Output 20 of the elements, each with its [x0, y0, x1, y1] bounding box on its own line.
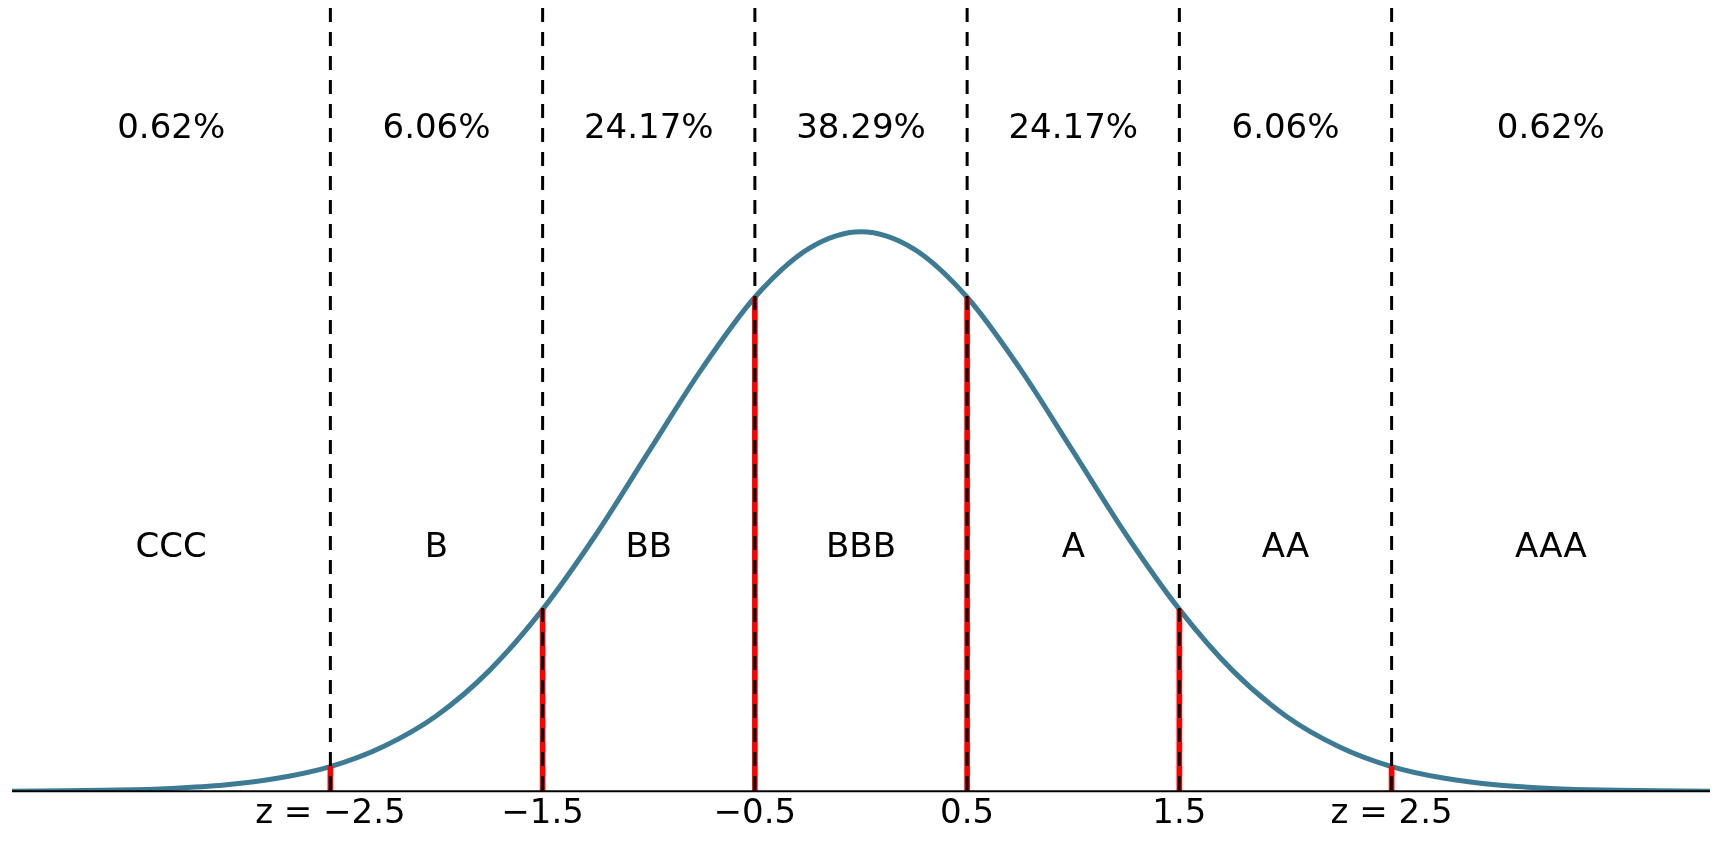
text: 0.62% [117, 106, 226, 147]
text: 6.06% [382, 106, 491, 147]
x-tick-label: −0.5 [713, 791, 797, 832]
annotation: AAA [1514, 525, 1587, 566]
annotation: AA [1261, 525, 1310, 566]
text: 24.17% [1008, 106, 1139, 147]
x-tick-label: −1.5 [501, 791, 584, 832]
text: 0.62% [1496, 106, 1605, 147]
x-tick-label: z = −2.5 [255, 791, 406, 832]
text: 6.06% [1231, 106, 1340, 147]
x-tick-label: 0.5 [940, 791, 995, 832]
text: 38.29% [796, 106, 926, 147]
annotation: BB [625, 525, 673, 566]
annotation: B [424, 525, 449, 566]
text: 24.17% [583, 106, 714, 147]
annotation: A [1061, 525, 1085, 566]
annotation: BBB [826, 525, 896, 566]
x-tick-label: z = 2.5 [1330, 791, 1453, 832]
annotation: CCC [135, 525, 207, 566]
x-tick-label: 1.5 [1152, 791, 1207, 832]
